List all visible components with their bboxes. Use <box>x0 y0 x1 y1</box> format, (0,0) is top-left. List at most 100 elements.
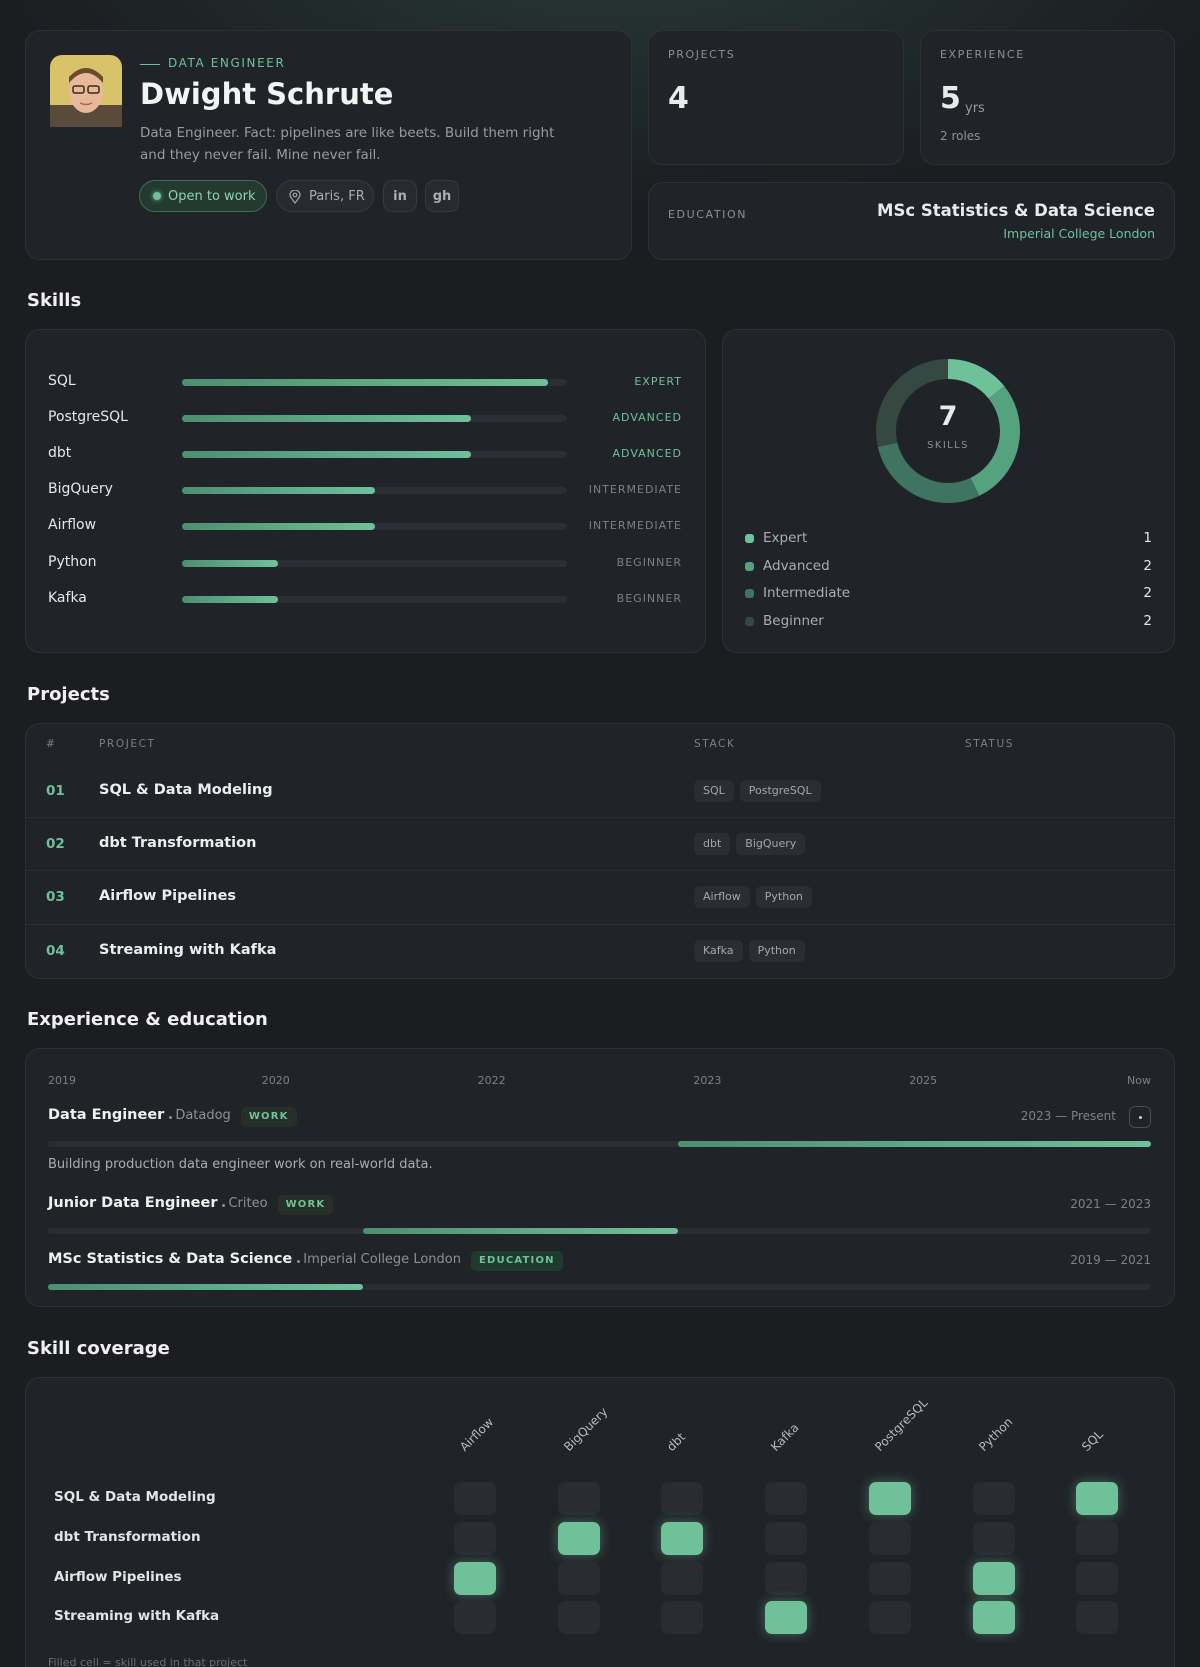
stack-chip: PostgreSQL <box>739 780 821 802</box>
status-dot <box>153 192 161 200</box>
row-divider <box>26 817 1174 819</box>
timeline-track <box>48 1141 1151 1147</box>
donut <box>876 359 1020 503</box>
coverage-cell <box>972 1601 1015 1635</box>
project-name: SQL & Data Modeling <box>99 782 273 798</box>
coverage-cell <box>1076 1482 1119 1515</box>
legend-name: Beginner <box>763 613 824 630</box>
location-pill: Paris, FR <box>276 180 374 212</box>
legend-dot <box>745 589 754 599</box>
legend-count: 2 <box>1143 613 1152 630</box>
coverage-cell <box>661 1561 704 1595</box>
bar-track <box>182 487 567 495</box>
row-number: 03 <box>46 889 65 906</box>
donut-segment <box>876 359 949 448</box>
skill-level: INTERMEDIATE <box>588 519 682 533</box>
status-text: Open to work <box>168 189 256 204</box>
timeline-bar <box>678 1141 1151 1147</box>
coverage-cell <box>765 1521 808 1555</box>
skill-name: Python <box>48 553 97 570</box>
entry-org: Imperial College London <box>303 1252 461 1267</box>
entry-period: 2023 — Present <box>1020 1109 1116 1123</box>
axis-label: Now <box>1127 1074 1151 1087</box>
stat-label: EXPERIENCE <box>940 48 1025 61</box>
school: Imperial College London <box>1003 226 1155 241</box>
coverage-cell <box>454 1561 496 1595</box>
coverage-cell <box>868 1521 911 1555</box>
skill-bar <box>182 595 279 603</box>
stat-sub: 2 roles <box>940 129 981 143</box>
coverage-cell <box>868 1482 911 1515</box>
skill-bar <box>182 523 375 531</box>
entry-tag: WORK <box>277 1195 334 1215</box>
separator-dot <box>297 1260 301 1263</box>
legend-dot <box>745 617 754 627</box>
stack-chip: Python <box>755 886 812 909</box>
degree: MSc Statistics & Data Science <box>877 201 1155 220</box>
experience-stat: EXPERIENCE 5 yrs 2 roles <box>920 30 1175 165</box>
button-dot <box>1139 1116 1142 1119</box>
timeline-card <box>25 1048 1175 1307</box>
projects-table <box>25 723 1175 979</box>
entry-button[interactable] <box>1129 1106 1151 1128</box>
separator-dot <box>169 1116 173 1119</box>
skill-name: PostgreSQL <box>48 409 128 426</box>
entry-title: Junior Data Engineer <box>48 1195 218 1211</box>
entry-period: 2021 — 2023 <box>1070 1197 1151 1211</box>
name: Dwight Schrute <box>140 77 394 111</box>
skill-bar <box>182 415 471 423</box>
section-title: Experience & education <box>27 1009 268 1030</box>
coverage-cell <box>868 1601 911 1635</box>
legend-count: 2 <box>1143 585 1152 602</box>
project-name: Airflow Pipelines <box>99 888 237 905</box>
axis-label: 2020 <box>261 1074 290 1087</box>
timeline-track <box>48 1284 1151 1290</box>
bar-track <box>182 559 567 567</box>
skill-name: Airflow <box>48 517 97 534</box>
coverage-cell <box>454 1601 496 1635</box>
skill-level: BEGINNER <box>616 591 682 605</box>
row-label: Airflow Pipelines <box>54 1568 182 1585</box>
timeline-bar <box>48 1284 364 1290</box>
skill-bar <box>182 559 279 567</box>
stack-chip: Python <box>748 939 805 962</box>
location: Paris, FR <box>309 189 365 204</box>
coverage-cell <box>765 1561 808 1595</box>
skill-level: INTERMEDIATE <box>588 483 682 497</box>
avatar <box>50 55 122 127</box>
link-button[interactable]: in <box>383 180 417 212</box>
pin-icon <box>289 190 301 204</box>
coverage-cell <box>972 1482 1015 1515</box>
coverage-cell <box>765 1482 808 1515</box>
coverage-cell <box>1076 1601 1119 1635</box>
entry-tag: WORK <box>240 1107 297 1127</box>
skill-level: ADVANCED <box>612 411 682 425</box>
donut-total: 7 <box>938 401 958 432</box>
row-number: 02 <box>46 836 65 853</box>
coverage-cell <box>972 1561 1015 1595</box>
link-button[interactable]: gh <box>425 180 459 212</box>
skill-level: ADVANCED <box>612 447 682 461</box>
legend-count: 1 <box>1143 530 1152 546</box>
bar-track <box>182 595 567 603</box>
skill-name: dbt <box>48 445 72 462</box>
coverage-cell <box>1076 1521 1119 1555</box>
donut-segment <box>877 442 980 503</box>
column-header: STACK <box>694 738 736 750</box>
entry-org: Criteo <box>228 1196 268 1211</box>
row-label: dbt Transformation <box>54 1528 201 1545</box>
section-title: Projects <box>27 684 110 705</box>
project-name: Streaming with Kafka <box>99 941 277 958</box>
stat-unit: yrs <box>965 101 985 116</box>
coverage-cell <box>661 1521 704 1555</box>
stack-chip: BigQuery <box>736 833 806 856</box>
axis-label: 2025 <box>909 1074 938 1087</box>
status-pill: Open to work <box>139 180 267 212</box>
stat-value: 4 <box>668 81 689 116</box>
bio: Data Engineer. Fact: pipelines are like … <box>140 125 555 163</box>
timeline-bar <box>363 1228 679 1234</box>
coverage-cell <box>454 1482 496 1515</box>
row-label: SQL & Data Modeling <box>54 1489 216 1505</box>
stack-chip: Airflow <box>694 886 750 909</box>
